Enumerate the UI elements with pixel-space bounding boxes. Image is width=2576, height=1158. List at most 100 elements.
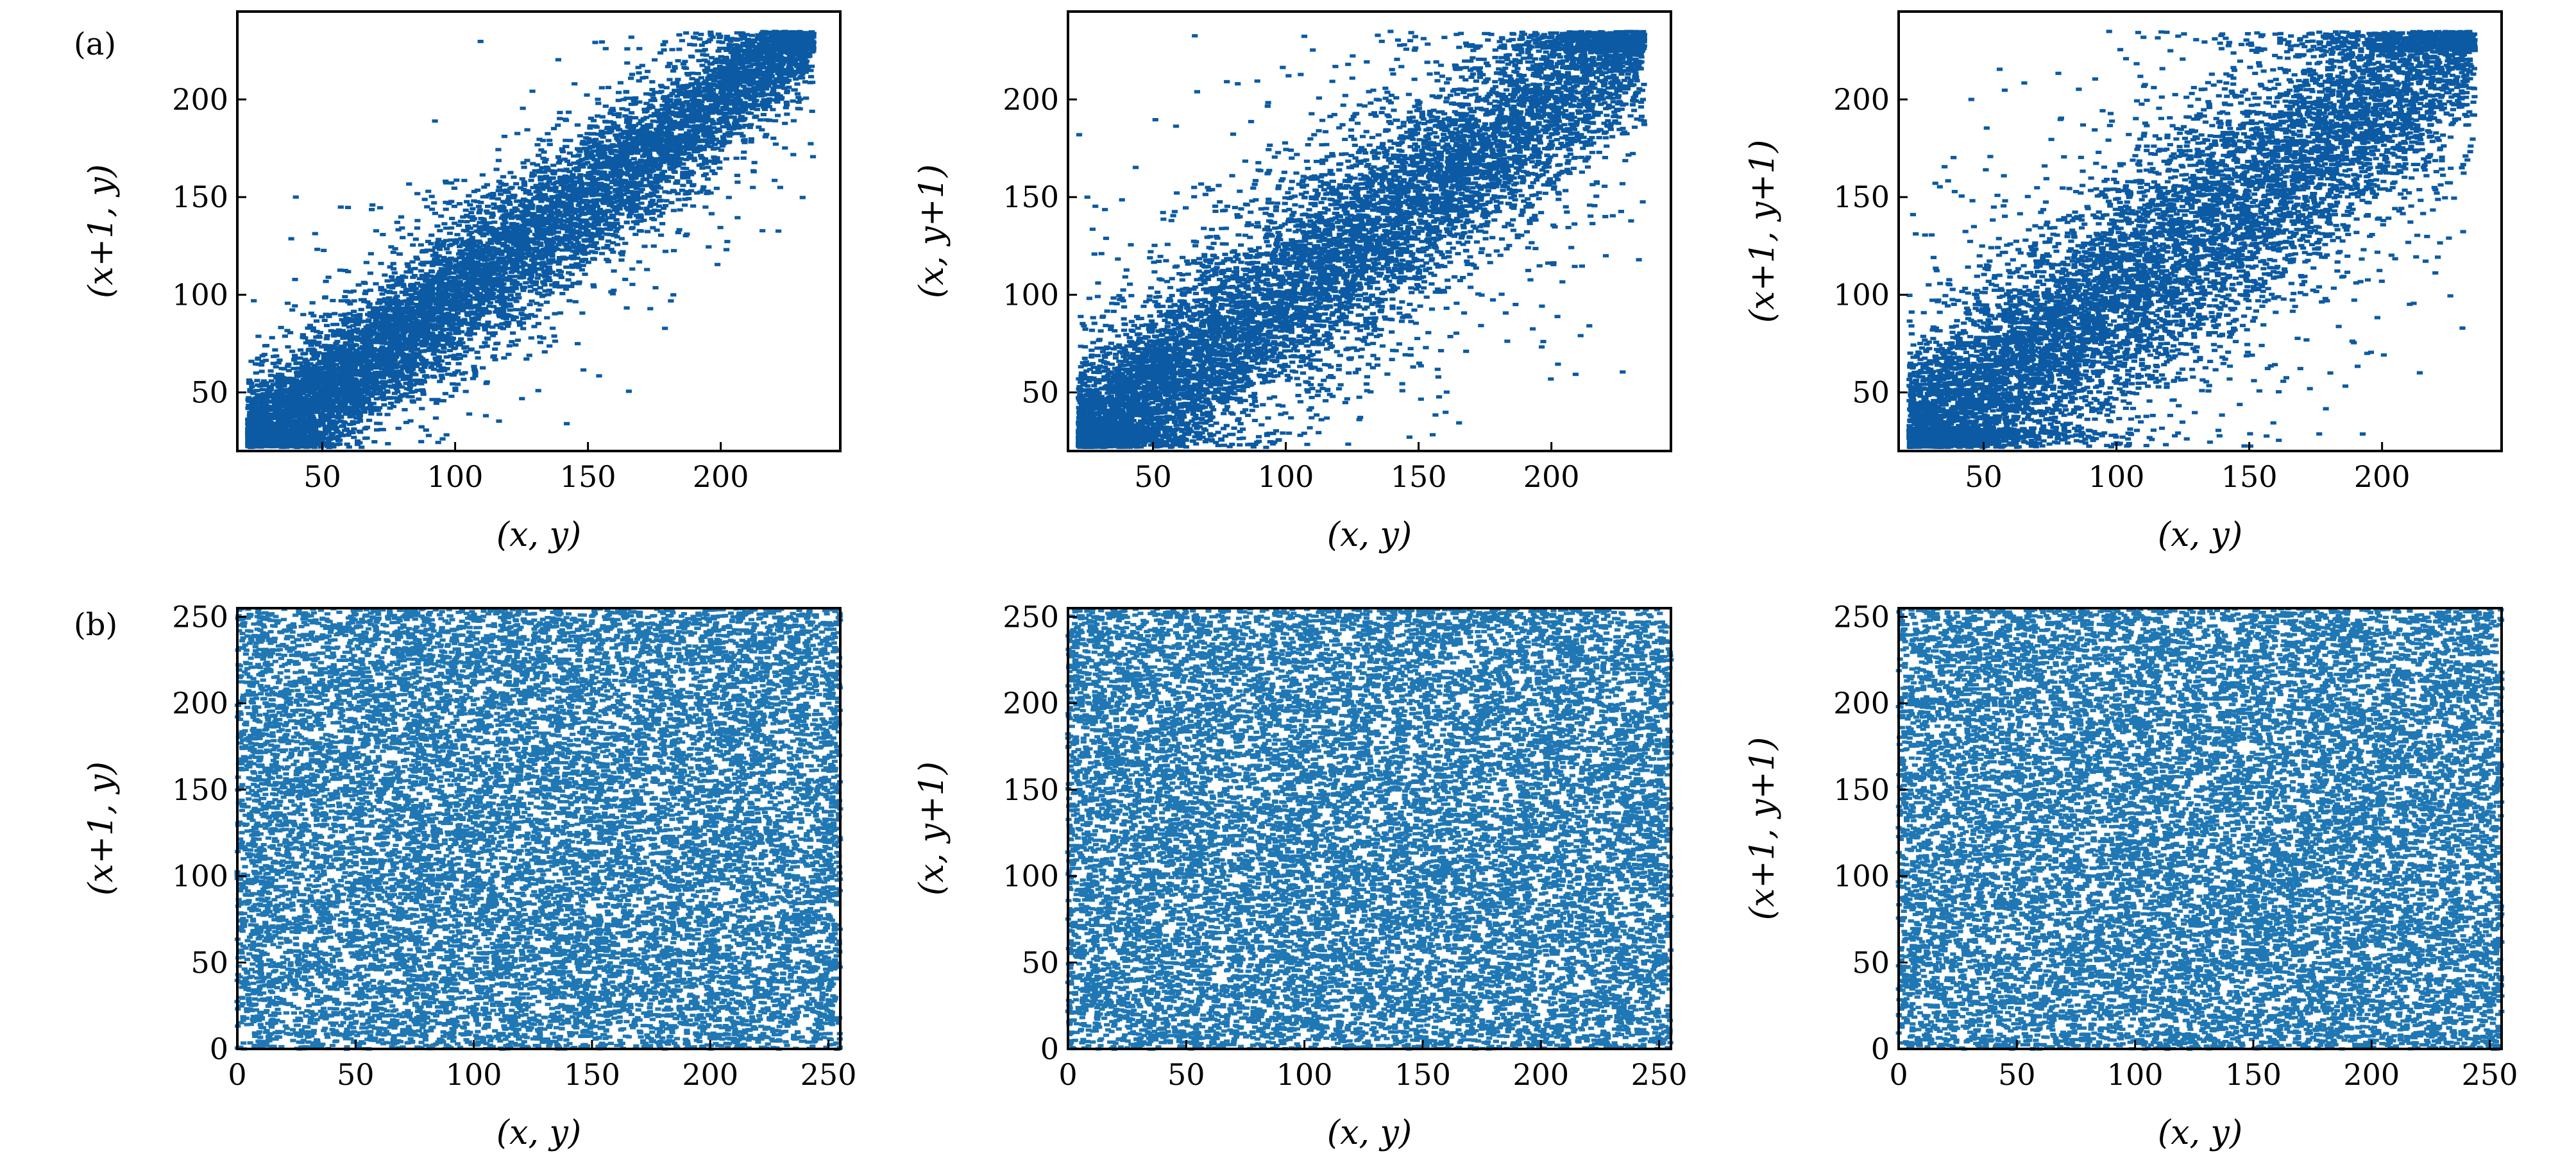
scatter-panel-a3: 50 100 150 200 50 100 150 200 (x, y) (x+1, y+1) [1743, 10, 2503, 554]
y-tick-label-b1-200: 200 [172, 686, 228, 720]
y-axis-label-b2: (x, y+1) [913, 762, 951, 896]
y-tick-label-a3-100: 100 [1833, 277, 1890, 312]
x-tick-label-b3-100: 100 [2107, 1057, 2164, 1092]
plot-frame-a3 [1897, 10, 2503, 452]
row-b-label: (b) [74, 607, 117, 643]
plot-frame-b2 [1067, 607, 1672, 1050]
y-axis-label-a2: (x, y+1) [913, 164, 951, 298]
x-tick-label-b1-200: 200 [682, 1057, 738, 1092]
y-axis-label-b3: (x+1, y+1) [1743, 737, 1782, 921]
y-tick-label-b1-150: 150 [172, 772, 228, 807]
scatter-markers-a2 [1076, 30, 1648, 449]
x-tick-label-a3-150: 150 [2221, 459, 2278, 494]
x-tick-label-a2-200: 200 [1523, 459, 1580, 494]
scatter-markers-b1 [234, 607, 843, 1052]
x-tick-label-b2-100: 100 [1276, 1057, 1333, 1092]
x-axis-label-b2: (x, y) [1327, 1114, 1412, 1152]
y-tick-label-b1-250: 250 [172, 599, 228, 634]
y-tick-label-b2-0: 0 [1040, 1032, 1059, 1066]
y-tick-label-a3-150: 150 [1833, 180, 1890, 214]
y-tick-label-b2-50: 50 [1021, 945, 1059, 980]
x-tick-label-b3-50: 50 [1998, 1057, 2036, 1092]
x-axis-label-b1: (x, y) [496, 1114, 581, 1152]
x-tick-label-b2-200: 200 [1513, 1057, 1569, 1092]
x-tick-label-a2-50: 50 [1134, 459, 1172, 494]
x-tick-label-a2-100: 100 [1258, 459, 1314, 494]
plot-frame-a1 [236, 10, 842, 452]
y-tick-label-b3-200: 200 [1833, 686, 1890, 720]
y-tick-label-b1-50: 50 [191, 945, 228, 980]
x-tick-label-a2-150: 150 [1391, 459, 1447, 494]
plot-frame-b3 [1897, 607, 2503, 1050]
plot-frame-b1 [236, 607, 842, 1050]
scatter-panel-a1: 50 100 150 200 50 100 150 200 (x, y) (x+1, y) [82, 10, 842, 554]
x-tick-label-a3-50: 50 [1965, 459, 2003, 494]
y-axis-label-b1: (x+1, y) [82, 762, 121, 896]
x-axis-label-a3: (x, y) [2158, 516, 2242, 554]
x-tick-label-b2-50: 50 [1167, 1057, 1205, 1092]
scatter-panel-b2: 0 50 100 150 200 250 0 50 100 150 200 250 (x, y) (x, … [913, 599, 1687, 1152]
y-tick-label-b2-150: 150 [1003, 772, 1059, 807]
scatter-points-a1 [245, 30, 817, 449]
y-tick-label-b3-50: 50 [1852, 945, 1890, 980]
scatter-panel-b1: 0 50 100 150 200 250 0 50 100 150 200 250 (x, y) (x+1… [82, 599, 856, 1152]
x-tick-label-b3-0: 0 [1889, 1057, 1908, 1092]
scatter-markers-a3 [1906, 30, 2478, 449]
y-tick-label-a1-200: 200 [172, 82, 228, 117]
plot-frame-a2 [1067, 10, 1672, 452]
y-tick-label-b3-250: 250 [1833, 599, 1890, 634]
x-tick-label-b2-150: 150 [1394, 1057, 1451, 1092]
scatter-points-a3 [1906, 30, 2478, 449]
y-axis-label-a3: (x+1, y+1) [1743, 140, 1782, 323]
x-tick-label-a1-150: 150 [560, 459, 616, 494]
x-tick-label-a1-50: 50 [303, 459, 341, 494]
y-tick-label-a1-50: 50 [191, 375, 228, 410]
row-a-label: (a) [74, 26, 116, 62]
x-axis-label-a2: (x, y) [1327, 516, 1412, 554]
y-tick-label-a2-100: 100 [1003, 277, 1059, 312]
y-tick-label-a2-150: 150 [1003, 180, 1059, 214]
y-tick-label-b2-200: 200 [1003, 686, 1059, 720]
y-tick-label-b1-0: 0 [210, 1032, 228, 1066]
scatter-panel-b3: 0 50 100 150 200 250 0 50 100 150 200 250 (x, y) (x+1… [1743, 599, 2518, 1152]
x-tick-label-a3-100: 100 [2089, 459, 2145, 494]
x-axis-label-a1: (x, y) [496, 516, 581, 554]
x-axis-label-b3: (x, y) [2158, 1114, 2242, 1152]
x-tick-label-b2-0: 0 [1058, 1057, 1077, 1092]
x-tick-label-b1-150: 150 [564, 1057, 620, 1092]
y-tick-label-b3-0: 0 [1871, 1032, 1890, 1066]
y-tick-label-a2-50: 50 [1021, 375, 1059, 410]
y-tick-label-a3-50: 50 [1852, 375, 1890, 410]
y-tick-label-a1-100: 100 [172, 277, 228, 312]
x-tick-label-b3-250: 250 [2462, 1057, 2518, 1092]
x-tick-label-a1-200: 200 [693, 459, 749, 494]
x-tick-label-b1-0: 0 [228, 1057, 246, 1092]
scatter-points-b2 [1065, 607, 1674, 1051]
scatter-points-a2 [1076, 30, 1648, 449]
y-axis-label-a1: (x+1, y) [82, 164, 121, 298]
x-tick-label-b2-250: 250 [1631, 1057, 1688, 1092]
x-tick-label-b1-100: 100 [446, 1057, 502, 1092]
y-tick-label-b2-100: 100 [1003, 859, 1059, 894]
y-tick-label-b3-100: 100 [1833, 859, 1890, 894]
scatter-panel-a2: 50 100 150 200 50 100 150 200 (x, y) (x, y+1) [913, 10, 1672, 554]
panels: 50 100 150 200 50 100 150 200 (x, y) (x+1, y) 50 10… [82, 10, 2518, 1152]
x-tick-label-b1-50: 50 [337, 1057, 375, 1092]
y-tick-label-b1-100: 100 [172, 859, 228, 894]
scatter-points-b1 [234, 607, 843, 1052]
scatter-markers-b3 [1895, 607, 2505, 1052]
x-tick-label-a1-100: 100 [427, 459, 484, 494]
y-tick-label-b3-150: 150 [1833, 772, 1890, 807]
x-tick-label-b3-200: 200 [2343, 1057, 2400, 1092]
y-tick-label-a3-200: 200 [1833, 82, 1890, 117]
y-tick-label-a2-200: 200 [1003, 82, 1059, 117]
x-tick-label-b3-150: 150 [2225, 1057, 2282, 1092]
y-tick-label-b2-250: 250 [1003, 599, 1059, 634]
scatter-points-b3 [1895, 607, 2505, 1052]
y-tick-label-a1-150: 150 [172, 180, 228, 214]
scatter-markers-a1 [245, 30, 817, 449]
scatter-markers-b2 [1065, 607, 1674, 1051]
x-tick-label-b1-250: 250 [801, 1057, 857, 1092]
x-tick-label-a3-200: 200 [2354, 459, 2411, 494]
